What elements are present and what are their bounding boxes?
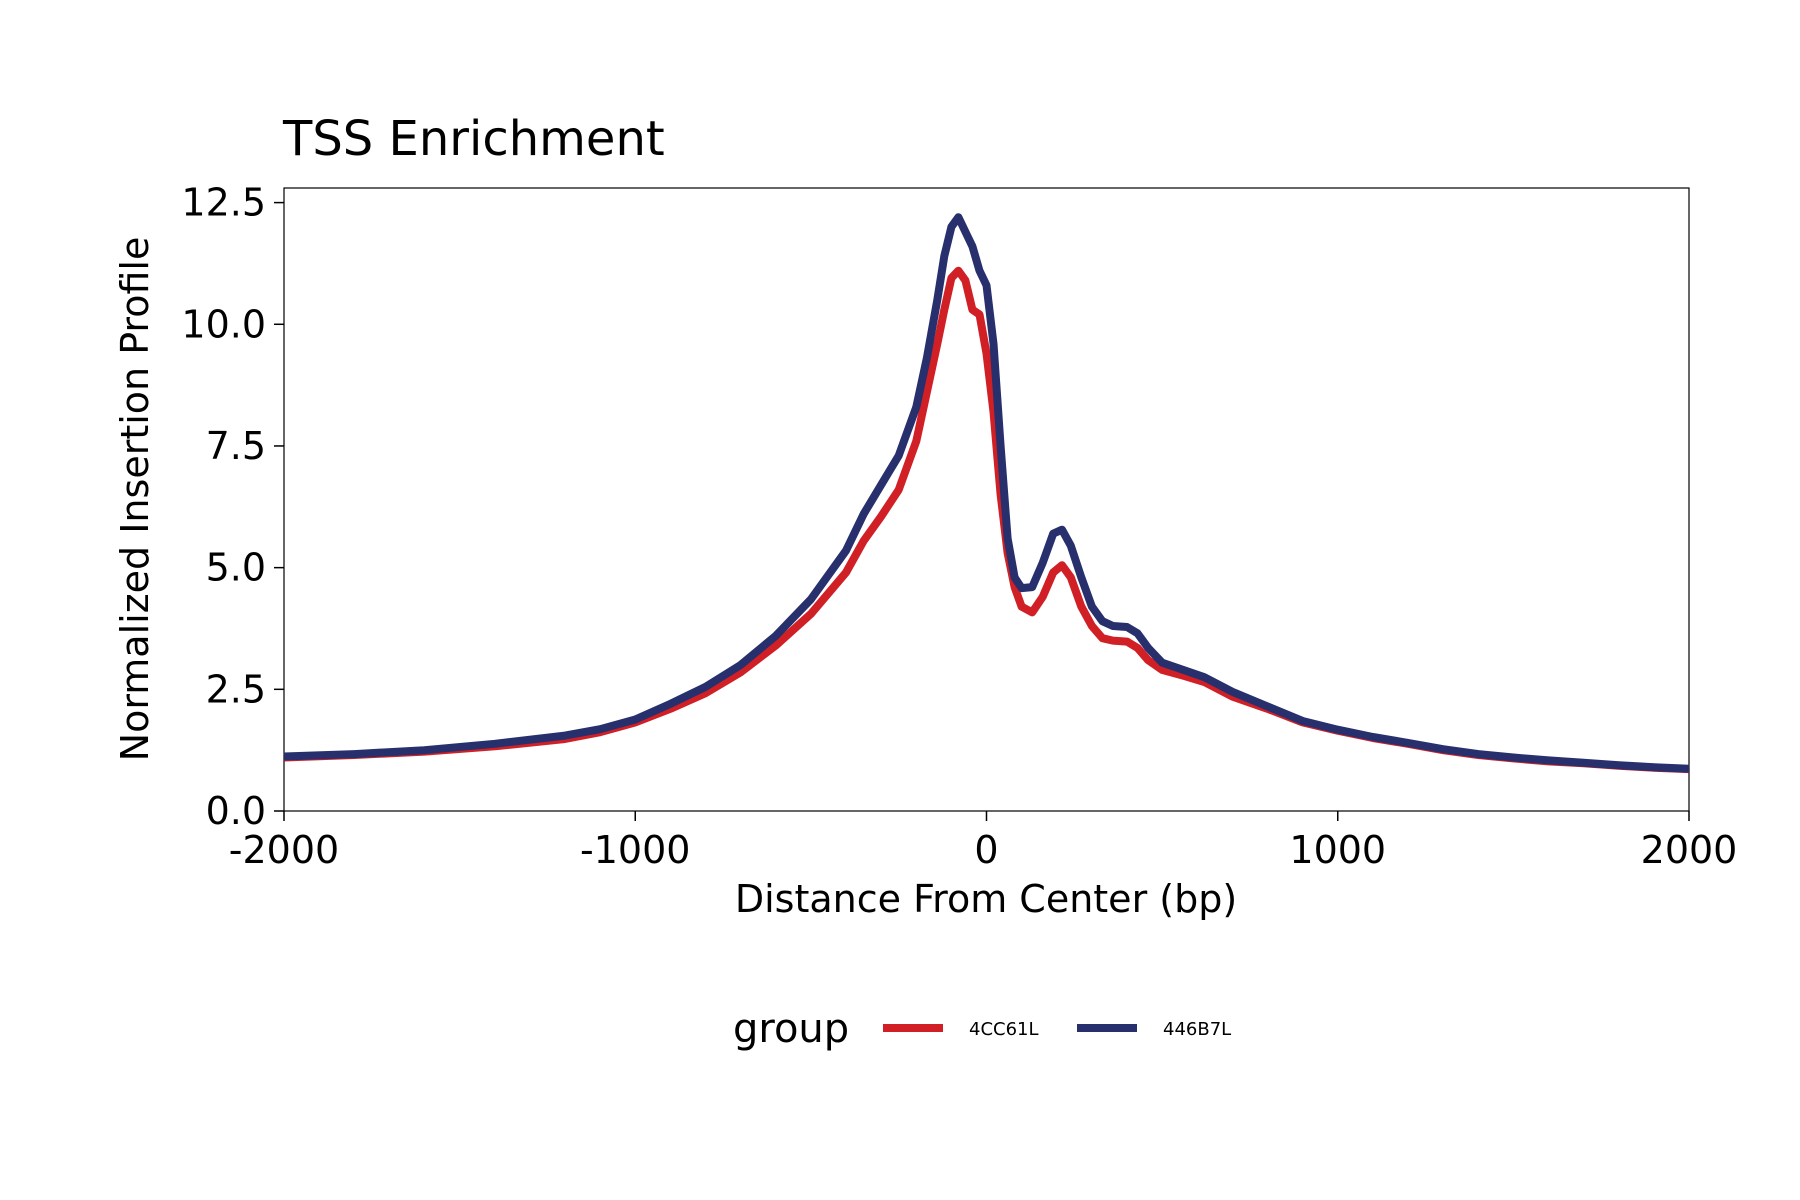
- y-tick-label: 12.5: [181, 181, 266, 225]
- series-line-446b7l: [283, 213, 1690, 773]
- legend-title: group: [733, 1006, 849, 1052]
- chart-title: TSS Enrichment: [282, 111, 665, 167]
- x-tick-label: -2000: [229, 828, 339, 872]
- legend: group 4CC61L 446B7L: [733, 1006, 1231, 1052]
- x-tick-label: 1000: [1289, 828, 1386, 872]
- y-tick-label: 5.0: [206, 546, 266, 590]
- y-tick-label: 0.0: [206, 789, 266, 833]
- x-tick-label: -1000: [580, 828, 690, 872]
- series-lines: [283, 213, 1690, 774]
- series-line-4cc61l: [283, 266, 1690, 774]
- x-tick-label: 2000: [1641, 828, 1738, 872]
- legend-label-446b7l: 446B7L: [1163, 1019, 1231, 1040]
- x-tick-label: 0: [974, 828, 998, 872]
- y-tick-label: 7.5: [206, 424, 266, 468]
- x-axis: -2000 -1000 0 1000 2000: [229, 811, 1738, 872]
- y-tick-label: 10.0: [181, 302, 266, 346]
- y-axis: 0.0 2.5 5.0 7.5 10.0 12.5: [181, 181, 284, 833]
- y-axis-label: Normalized Insertion Profile: [113, 237, 157, 762]
- x-axis-label: Distance From Center (bp): [735, 877, 1237, 921]
- legend-label-4cc61l: 4CC61L: [969, 1019, 1039, 1040]
- y-tick-label: 2.5: [206, 667, 266, 711]
